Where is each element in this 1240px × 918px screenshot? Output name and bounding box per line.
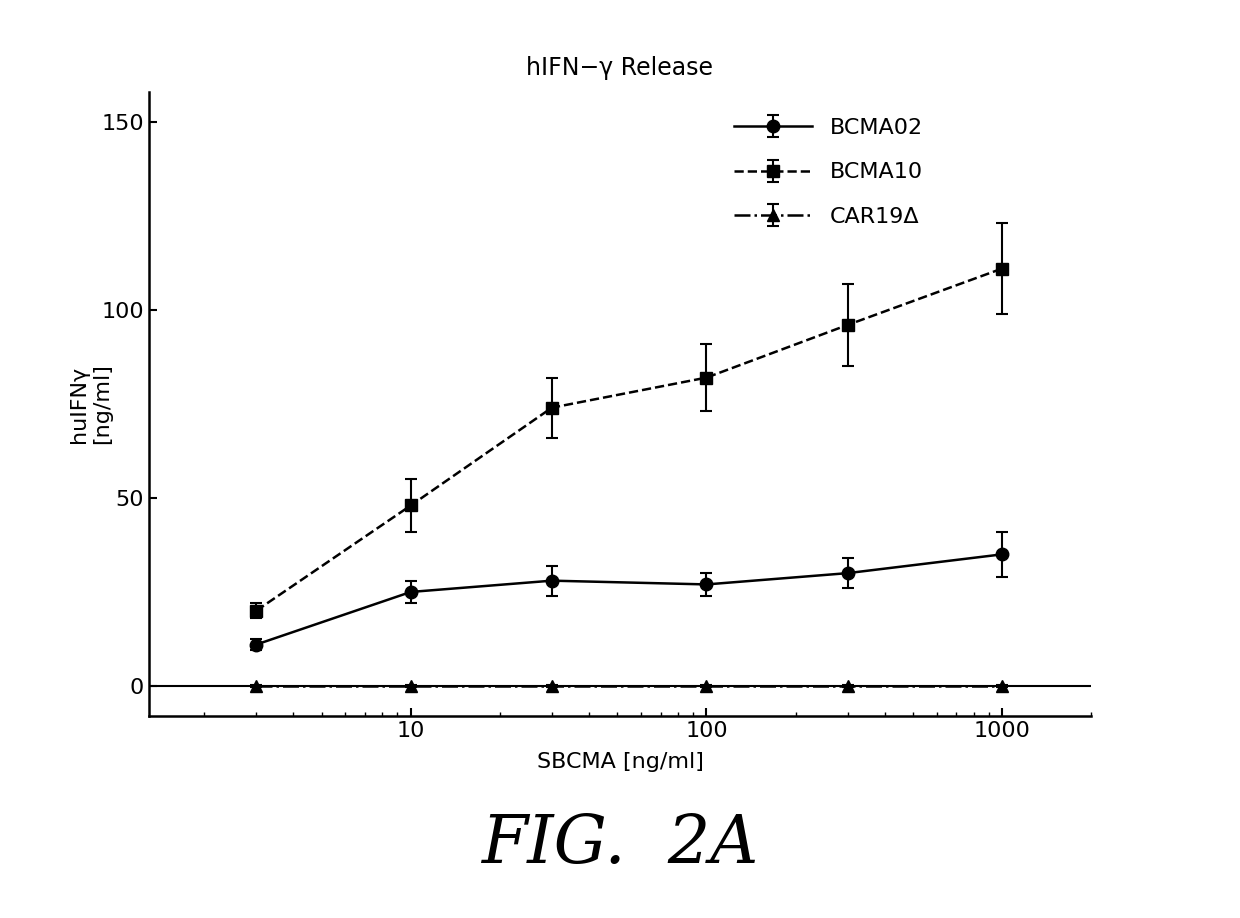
Title: hIFN−γ Release: hIFN−γ Release [527, 56, 713, 80]
X-axis label: SBCMA [ng/ml]: SBCMA [ng/ml] [537, 752, 703, 772]
Text: FIG.  2A: FIG. 2A [481, 812, 759, 878]
Legend: BCMA02, BCMA10, CAR19Δ: BCMA02, BCMA10, CAR19Δ [725, 109, 931, 236]
Y-axis label: huIFNγ
[ng/ml]: huIFNγ [ng/ml] [68, 364, 112, 444]
